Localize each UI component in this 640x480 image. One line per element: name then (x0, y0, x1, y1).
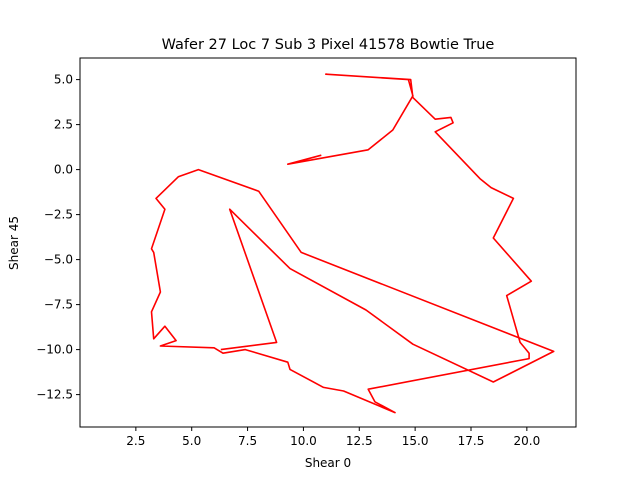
y-tick-label: −10.0 (36, 343, 73, 357)
x-tick-label: 15.0 (402, 434, 429, 448)
y-tick-label: −12.5 (36, 388, 73, 402)
series-line-0 (150, 73, 555, 414)
x-tick-label: 10.0 (290, 434, 317, 448)
y-tick-label: 0.0 (54, 163, 73, 177)
y-tick-label: 2.5 (54, 118, 73, 132)
y-tick-label: −7.5 (44, 298, 73, 312)
y-tick-label: −5.0 (44, 253, 73, 267)
y-tick-label: −2.5 (44, 208, 73, 222)
x-tick-label: 5.0 (182, 434, 201, 448)
x-tick-label: 20.0 (513, 434, 540, 448)
y-tick-label: 5.0 (54, 73, 73, 87)
y-axis-label: Shear 45 (7, 216, 21, 270)
plot-frame (79, 57, 577, 428)
chart-title: Wafer 27 Loc 7 Sub 3 Pixel 41578 Bowtie … (162, 37, 495, 53)
x-tick-label: 17.5 (458, 434, 485, 448)
x-tick-label: 7.5 (238, 434, 257, 448)
x-tick-label: 2.5 (126, 434, 145, 448)
x-axis-label: Shear 0 (305, 456, 351, 470)
plot-area: 2.5 5.0 7.5 10.0 12.5 15.0 17.5 20.0 5.0 2.5 0.0 −2… (36, 57, 577, 448)
x-tick-label: 12.5 (346, 434, 373, 448)
